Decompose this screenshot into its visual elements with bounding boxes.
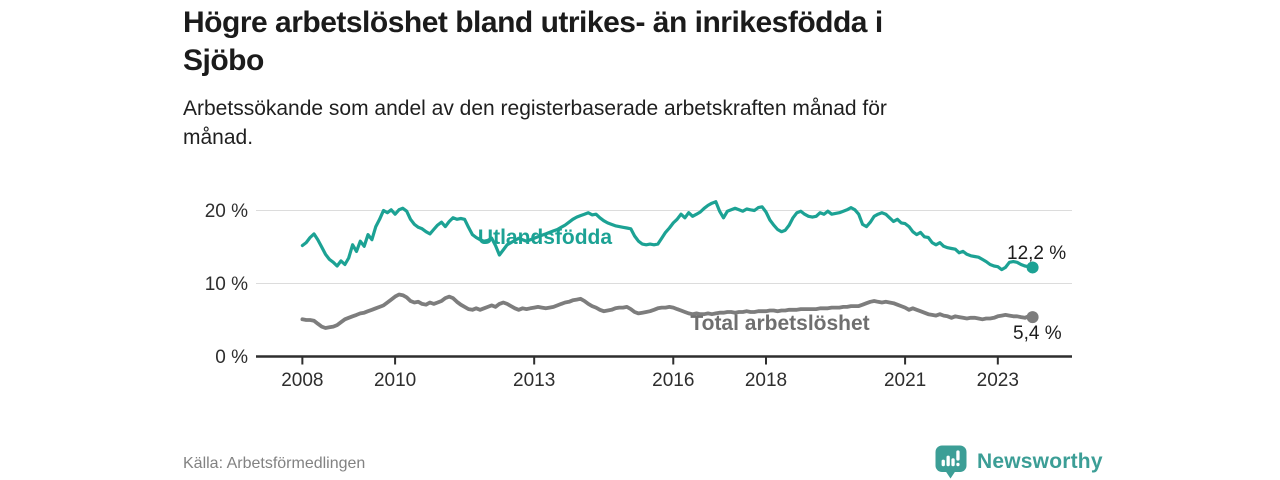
page-subtitle: Arbetssökande som andel av den registerb…	[183, 97, 887, 149]
x-axis-label-2010: 2010	[374, 370, 416, 391]
x-axis-label-2016: 2016	[652, 370, 694, 391]
x-axis-label-2018: 2018	[745, 370, 787, 391]
y-axis-label-20pct: 20 %	[205, 201, 248, 222]
page-title: Högre arbetslöshet bland utrikes- än inr…	[183, 6, 883, 77]
x-axis-label-2013: 2013	[513, 370, 555, 391]
series-label-total-arbetsl-shet: Total arbetslöshet	[690, 312, 869, 335]
source-note: Källa: Arbetsförmedlingen	[183, 455, 366, 472]
line-chart: 2008 2010 2013 2016 2018 2021 2023 0 % 10 % 20 % U…	[205, 200, 1072, 391]
series-end-dot-utlandsf-dda	[1026, 261, 1039, 274]
series-label-utlandsf-dda: Utlandsfödda	[478, 226, 612, 249]
x-axis-label-2023: 2023	[977, 370, 1019, 391]
end-value-label-utlandsf-dda: 12,2 %	[1007, 243, 1066, 264]
brand-name: Newsworthy	[977, 450, 1103, 473]
series-line-total-arbetsl-shet	[300, 292, 1035, 330]
y-axis-label-10pct: 10 %	[205, 274, 248, 295]
x-axis-label-2021: 2021	[884, 370, 926, 391]
series-end-dot-total-arbetsl-shet	[1026, 311, 1039, 324]
end-value-label-total-arbetsl-shet: 5,4 %	[1013, 323, 1062, 344]
brand-logo: Newsworthy	[935, 445, 1103, 479]
x-axis-label-2008: 2008	[281, 370, 323, 391]
series-line-utlandsf-dda	[300, 200, 1035, 272]
newsworthy-icon	[935, 445, 967, 479]
y-axis-label-0pct: 0 %	[215, 347, 248, 368]
